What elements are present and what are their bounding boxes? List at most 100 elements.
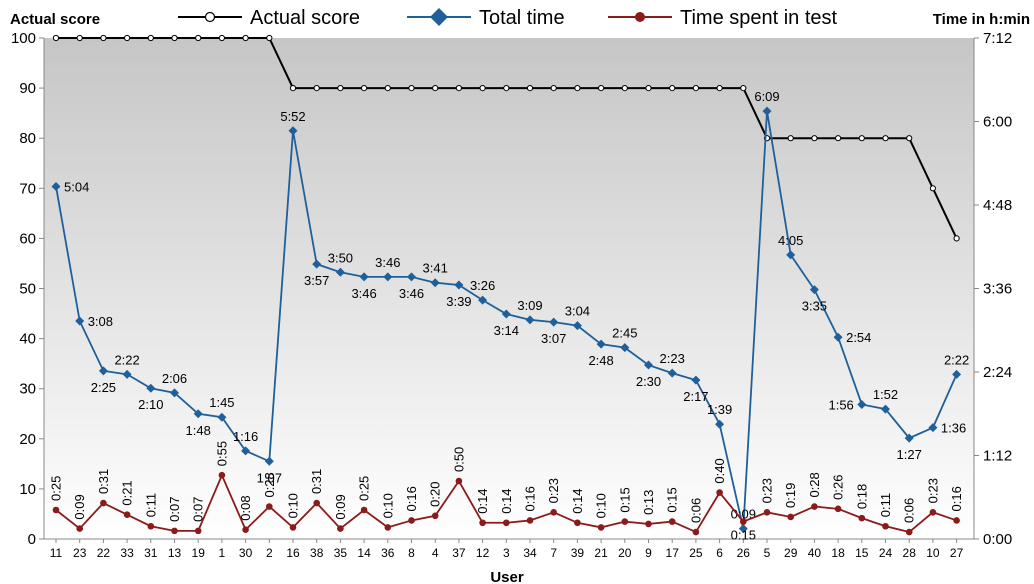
total-time-label: 3:39 bbox=[446, 294, 471, 309]
time-spent-point bbox=[621, 518, 629, 525]
x-tick-label: 23 bbox=[73, 546, 87, 560]
time-spent-label: 0:31 bbox=[96, 469, 111, 494]
plot-area bbox=[44, 38, 974, 539]
x-tick-label: 39 bbox=[571, 546, 585, 560]
time-spent-label: 0:26 bbox=[831, 475, 846, 500]
actual-score-point bbox=[52, 34, 60, 42]
time-spent-label: 0:31 bbox=[309, 469, 324, 494]
total-time-point bbox=[122, 369, 132, 379]
left-tick-label: 30 bbox=[19, 381, 36, 398]
time-spent-label: 0:15 bbox=[665, 487, 680, 512]
x-tick-label: 14 bbox=[357, 546, 371, 560]
total-time-label: 3:07 bbox=[541, 331, 566, 346]
time-spent-point bbox=[384, 524, 392, 531]
time-spent-point bbox=[123, 511, 131, 518]
time-spent-point bbox=[52, 506, 60, 514]
total-time-point bbox=[193, 409, 203, 419]
actual-score-point bbox=[147, 34, 154, 42]
x-axis-ticks: 11 23 22 33 31 13 19 1 30 2 16 38 35 14 36 8 4 37 12 3 34 7 39… bbox=[50, 539, 964, 560]
actual-score-point bbox=[408, 85, 415, 92]
time-spent-point bbox=[811, 503, 818, 510]
time-spent-label: 0:50 bbox=[451, 447, 466, 472]
right-axis-ticks: 0:00 1:12 2:24 3:36 4:48 6:00 7:12 bbox=[974, 30, 1012, 548]
x-tick-label: 19 bbox=[192, 546, 206, 560]
time-spent-label: 0:08 bbox=[238, 495, 253, 520]
x-tick-label: 28 bbox=[903, 546, 917, 560]
actual-score-point bbox=[479, 85, 486, 92]
time-spent-label: 0:14 bbox=[499, 488, 514, 513]
total-time-point bbox=[809, 285, 819, 295]
time-spent-point bbox=[905, 528, 913, 536]
total-time-point bbox=[312, 259, 322, 269]
time-spent-label: 0:06 bbox=[688, 498, 703, 523]
left-tick-label: 100 bbox=[11, 30, 36, 47]
time-spent-point bbox=[882, 522, 889, 530]
actual-score-point bbox=[953, 235, 960, 242]
x-tick-label: 31 bbox=[144, 546, 158, 560]
left-tick-label: 50 bbox=[19, 281, 36, 298]
time-spent-label: 0:10 bbox=[380, 493, 395, 518]
time-spent-label: 0:23 bbox=[925, 478, 940, 503]
time-spent-label: 0:13 bbox=[641, 490, 656, 515]
actual-score-point bbox=[906, 135, 913, 142]
x-tick-label: 35 bbox=[334, 546, 348, 560]
time-spent-label: 0:25 bbox=[357, 476, 372, 501]
x-tick-label: 2 bbox=[266, 546, 273, 560]
time-spent-label: 0:06 bbox=[902, 498, 917, 523]
x-tick-label: 1 bbox=[219, 546, 226, 560]
actual-score-point bbox=[76, 34, 83, 42]
x-tick-label: 17 bbox=[666, 546, 680, 560]
total-time-label: 1:45 bbox=[209, 395, 234, 410]
total-time-label: 1:16 bbox=[233, 429, 258, 444]
left-tick-label: 80 bbox=[19, 130, 36, 147]
total-time-label: 1:27 bbox=[897, 447, 922, 462]
total-time-label: 2:45 bbox=[612, 326, 637, 341]
series-layer: 5:04 3:08 2:25 2:22 2:10 2:06 1:48 1:45 1:16 1:07… bbox=[49, 34, 969, 543]
total-time-label: 1:36 bbox=[941, 421, 966, 436]
time-spent-label: 0:25 bbox=[49, 476, 64, 501]
time-spent-label: 0:55 bbox=[214, 441, 229, 466]
total-time-label: 6:09 bbox=[754, 89, 779, 104]
time-spent-point bbox=[171, 527, 178, 535]
actual-score-point bbox=[361, 85, 368, 92]
x-tick-label: 33 bbox=[120, 546, 134, 560]
total-time-point bbox=[667, 368, 677, 378]
total-time-point bbox=[549, 317, 559, 327]
total-time-point bbox=[857, 399, 867, 409]
time-spent-label: 0:16 bbox=[523, 486, 538, 511]
x-tick-label: 30 bbox=[239, 546, 253, 560]
actual-score-point bbox=[503, 85, 510, 92]
time-spent-point bbox=[76, 525, 83, 532]
total-time-label: 2:17 bbox=[683, 389, 708, 404]
total-time-label: 1:39 bbox=[707, 402, 732, 417]
actual-score-point bbox=[669, 85, 676, 92]
actual-score-point bbox=[384, 85, 391, 92]
x-tick-label: 18 bbox=[831, 546, 845, 560]
time-spent-label: 0:28 bbox=[807, 472, 822, 497]
time-spent-label: 0:16 bbox=[949, 486, 964, 511]
right-tick-label: 3:36 bbox=[983, 281, 1012, 298]
time-spent-point bbox=[787, 513, 794, 521]
x-tick-label: 37 bbox=[452, 546, 466, 560]
time-spent-point bbox=[455, 477, 463, 485]
total-time-label: 2:54 bbox=[846, 330, 871, 345]
time-spent-label: 0:19 bbox=[783, 483, 798, 508]
total-time-label: 3:41 bbox=[423, 261, 448, 276]
x-tick-label: 8 bbox=[408, 546, 415, 560]
time-spent-point bbox=[479, 519, 486, 527]
time-spent-label: 0:07 bbox=[167, 497, 182, 522]
total-time-label: 2:22 bbox=[114, 352, 139, 367]
time-spent-label: 0:11 bbox=[878, 493, 893, 517]
total-time-point bbox=[762, 106, 772, 116]
time-spent-label: 0:07 bbox=[191, 497, 206, 522]
time-spent-label: 0:16 bbox=[404, 486, 419, 511]
time-spent-label: 0:21 bbox=[120, 480, 135, 505]
left-tick-label: 10 bbox=[19, 481, 36, 498]
total-time-label: 2:25 bbox=[91, 380, 116, 395]
actual-score-point bbox=[100, 34, 107, 42]
total-time-point bbox=[525, 315, 535, 325]
total-time-point bbox=[241, 446, 251, 456]
total-time-point bbox=[596, 339, 606, 349]
legend-label-actual-score: Actual score bbox=[250, 7, 360, 29]
